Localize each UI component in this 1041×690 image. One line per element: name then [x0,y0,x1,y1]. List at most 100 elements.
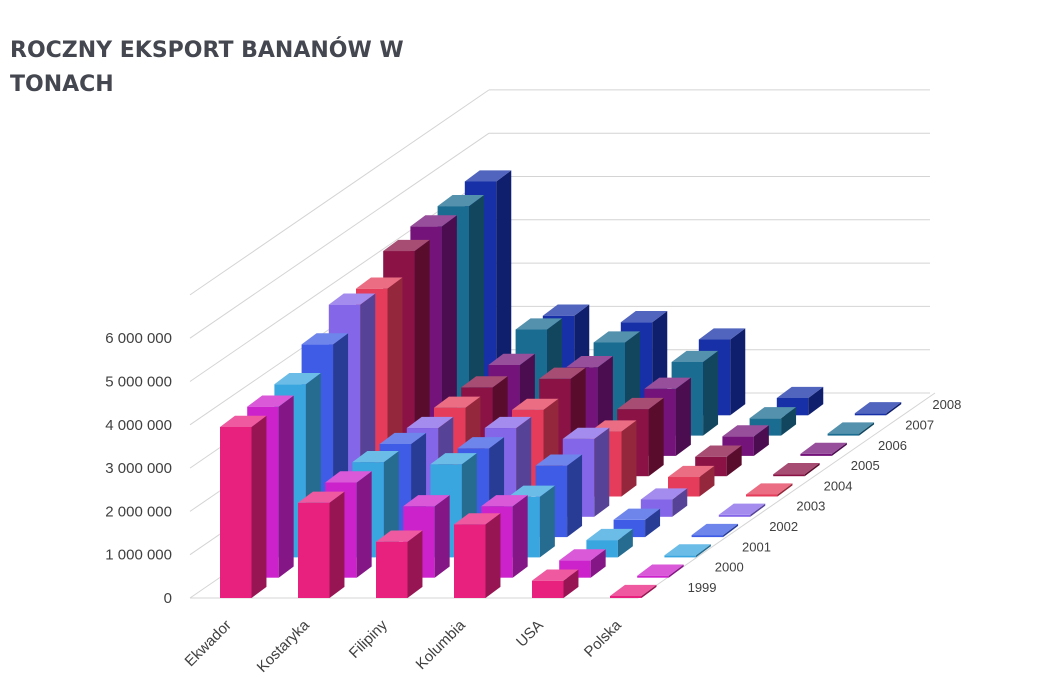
bar-front [532,580,564,598]
bar-side [753,425,769,456]
bar-side [469,194,485,436]
bar-front [691,535,724,538]
bar-side [804,463,820,477]
bar-side [726,445,742,477]
bar-top [515,318,563,330]
bar-front [664,555,696,558]
y-tick-label: 6 000 000 [105,330,172,347]
bar-front [610,596,642,598]
bar-side [329,491,345,598]
bar-front [637,575,669,578]
category-label: Kolumbia [413,616,470,673]
bar-top [484,416,532,429]
bar-front [454,524,486,598]
bar-top [461,376,508,388]
bar-top [481,495,528,507]
bar-side [434,495,450,578]
bar [773,463,820,477]
bar-side [675,377,691,456]
bar-top [376,530,423,542]
series-label: 2000 [715,560,744,575]
bar-top [698,328,746,340]
bar-top [664,544,711,556]
bar-top [328,293,376,305]
bar-side [730,328,746,416]
bar-top [535,454,583,466]
bar-side [278,395,294,578]
bar-top [718,503,766,515]
bar-top [746,483,793,495]
bar-top [617,397,664,410]
bar-side [859,422,875,436]
bar-side [831,442,847,456]
bar-top [566,355,613,368]
y-tick-label: 3 000 000 [105,460,172,477]
bar-top [613,508,661,520]
bar-top [559,549,606,561]
bar-top [586,528,633,541]
bar-top [749,407,797,419]
bar-side [703,350,719,436]
bar-top [379,432,427,445]
y-tick-label: 0 [164,590,172,607]
series-label: 2008 [932,397,961,412]
bar-top [593,331,641,343]
bar [691,523,739,538]
bar-side [441,215,457,456]
bar-top [562,427,610,439]
bar-top [454,513,501,525]
bar-top [437,194,485,207]
bar-front [220,426,252,598]
bar-top [532,569,579,581]
bar-top [274,373,321,385]
bar-top [827,422,875,434]
bar-side [695,544,711,558]
bar-top [406,416,454,429]
bar-side [407,530,423,598]
bar-top [668,465,715,478]
bar-side [699,465,715,497]
bar-top [325,471,372,483]
bar-top [301,333,349,345]
category-label: Polska [581,616,625,660]
series-label: 2005 [851,458,880,473]
bar-side [781,407,797,436]
bar [800,442,847,456]
bar-top [356,277,403,289]
bar-top [854,402,902,414]
category-label: USA [513,617,547,651]
bar-top [671,350,719,362]
bar [559,549,606,578]
bar-top [247,395,294,407]
bar-side [594,427,610,517]
gridline-side [189,132,490,339]
bar-front [298,502,330,598]
bar-side [645,508,661,538]
bar-top [640,488,688,500]
bar-top [403,495,450,507]
y-tick-label: 2 000 000 [105,503,172,520]
bar-front [854,413,887,416]
y-tick-label: 1 000 000 [105,547,172,564]
bar-front [376,541,408,598]
bar-top [620,311,668,323]
bar-top [722,425,769,437]
bar-top [434,396,481,408]
bar-front [800,453,832,456]
series-label: 2007 [905,417,934,432]
bar [454,513,501,598]
series-label: 2001 [742,539,771,554]
gridline-side [189,89,490,296]
bar-top [539,367,586,379]
bar [637,564,684,578]
bar-side [563,569,579,598]
bar-side [539,485,555,558]
bar-top [430,453,477,465]
bar-side [723,523,739,538]
series-label: 2003 [796,499,825,514]
bar-front [827,433,860,436]
bar-side [356,471,372,578]
bar-side [750,503,766,517]
bar-top [512,398,559,410]
